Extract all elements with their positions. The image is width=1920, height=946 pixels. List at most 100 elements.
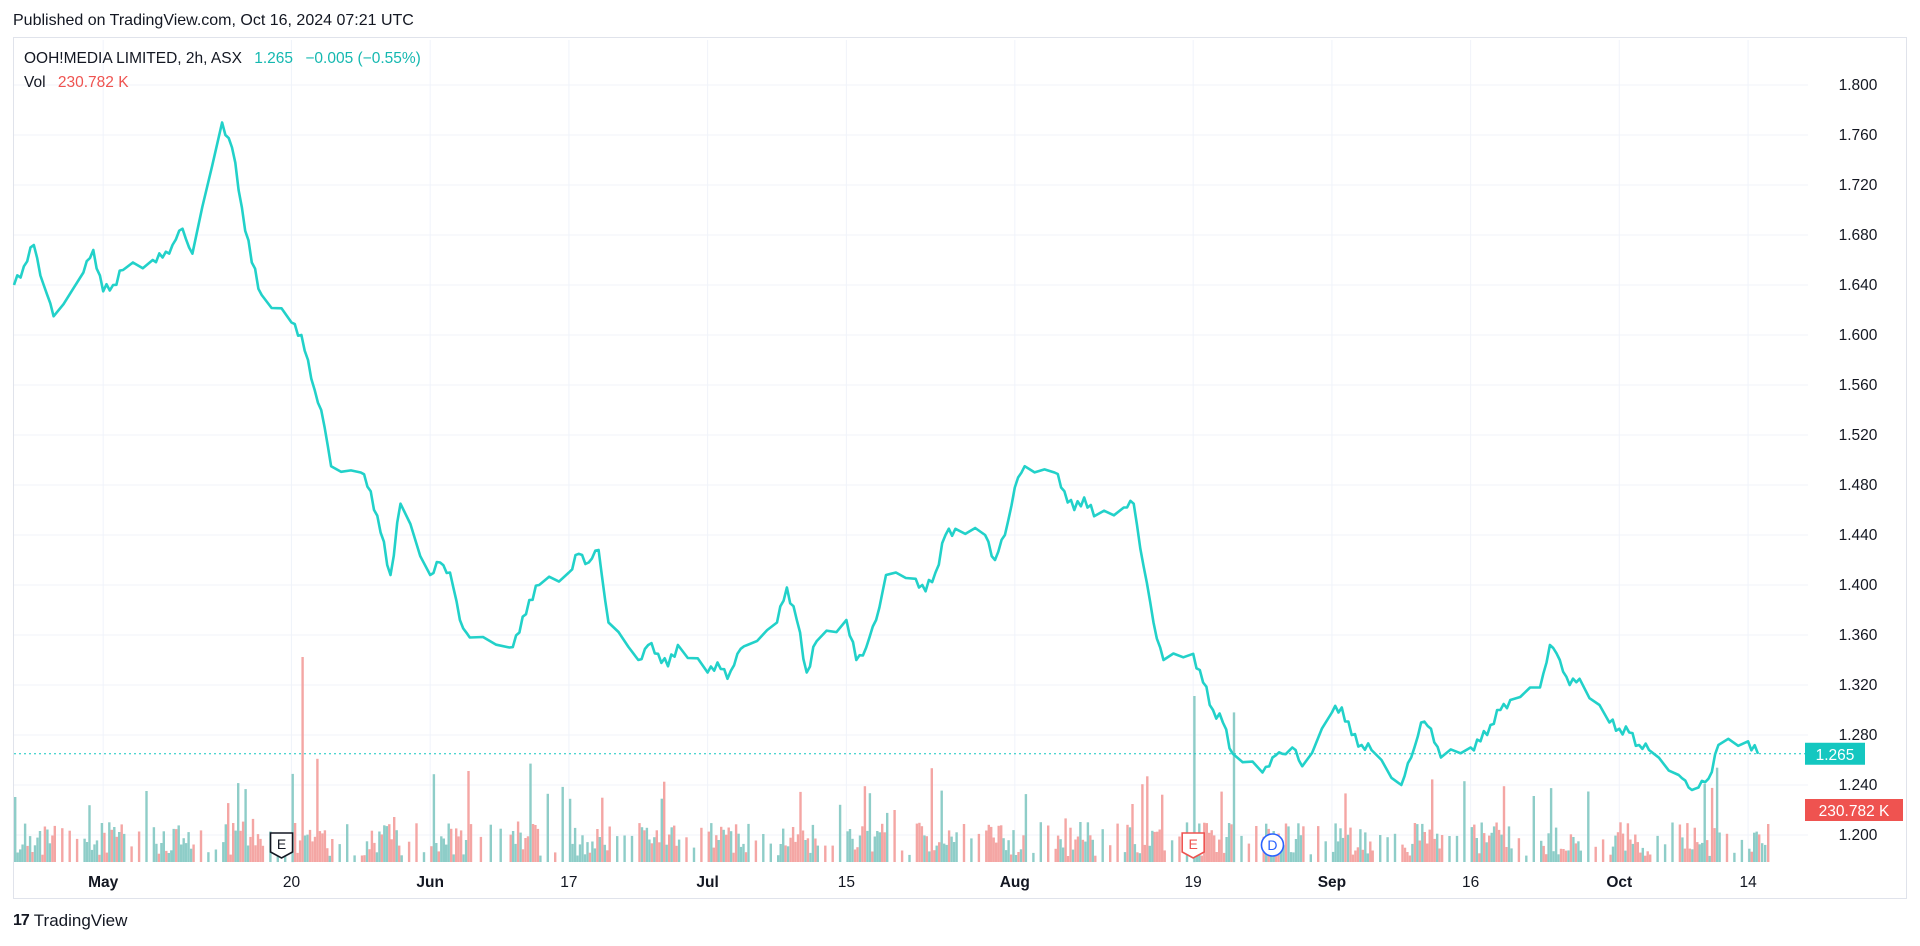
volume-bar <box>298 840 302 862</box>
volume-bar <box>19 849 22 862</box>
volume-bar <box>886 812 889 862</box>
volume-bar <box>1594 846 1597 862</box>
volume-bar <box>1153 831 1156 862</box>
volume-bar <box>863 786 867 862</box>
y-tick-label: 1.400 <box>1839 577 1878 594</box>
volume-bar <box>519 832 522 862</box>
y-tick-label: 1.320 <box>1839 677 1878 694</box>
x-tick-label: 15 <box>838 874 855 891</box>
earnings-marker[interactable] <box>269 832 294 859</box>
volume-bar <box>1611 846 1615 862</box>
volume-bar <box>534 825 537 862</box>
volume-bar <box>455 828 458 862</box>
volume-bar <box>467 771 470 862</box>
volume-bar <box>1126 824 1129 862</box>
volume-bar <box>1089 835 1092 862</box>
volume-bar <box>509 834 512 862</box>
volume-bar <box>1708 855 1711 862</box>
volume-bar <box>1542 845 1545 862</box>
volume-bar <box>1393 833 1397 862</box>
volume-bar <box>184 843 188 862</box>
volume-bar <box>1359 829 1362 862</box>
volume-bar <box>1572 837 1575 862</box>
volume-bar <box>1371 850 1374 862</box>
volume-bar <box>388 824 391 862</box>
volume-bar <box>1151 830 1154 862</box>
volume-bar <box>1071 849 1075 862</box>
volume-bar <box>1091 839 1094 862</box>
volume-bar <box>1079 822 1082 862</box>
volume-bar <box>1351 854 1355 862</box>
volume-bar <box>1230 824 1233 862</box>
volume-bar <box>1681 837 1684 862</box>
volume-bar <box>1495 822 1498 862</box>
volume-bar <box>933 850 936 862</box>
x-tick-label: 14 <box>1739 874 1757 891</box>
y-tick-label: 1.200 <box>1839 827 1878 844</box>
volume-bar <box>1428 829 1431 862</box>
volume-bar <box>68 830 71 862</box>
volume-bar <box>328 855 331 862</box>
volume-bar <box>1619 822 1622 862</box>
volume-bar <box>673 825 676 862</box>
volume-bar <box>715 835 718 862</box>
volume-bar <box>1094 855 1097 862</box>
volume-bar <box>1426 843 1429 862</box>
volume-bar <box>452 854 455 862</box>
volume-bar <box>881 823 884 862</box>
volume-bar <box>100 823 104 862</box>
volume-bar <box>326 848 329 862</box>
volume-bar <box>1299 835 1303 862</box>
volume-bar <box>824 845 827 862</box>
volume-bar <box>1292 852 1295 862</box>
volume-bar <box>1505 847 1508 862</box>
volume-bar <box>893 810 896 862</box>
legend-symbol: OOH!MEDIA LIMITED, 2h, ASX <box>24 50 242 67</box>
volume-bar <box>915 823 919 862</box>
volume-bar <box>1074 839 1077 862</box>
volume-bar <box>1019 849 1023 862</box>
volume-bar <box>1401 844 1404 862</box>
volume-bar <box>1334 823 1337 862</box>
earnings-marker[interactable] <box>1181 832 1205 859</box>
volume-bar <box>603 844 606 862</box>
volume-bar <box>561 786 564 862</box>
dividend-marker[interactable] <box>1260 833 1285 857</box>
volume-bar <box>469 824 473 862</box>
volume-bar <box>1433 838 1436 862</box>
volume-bar <box>321 833 324 862</box>
volume-bar <box>546 793 549 862</box>
volume-bar <box>1193 696 1196 863</box>
volume-bar <box>1361 849 1364 862</box>
volume-bar <box>1247 843 1251 862</box>
volume-bar <box>303 835 307 862</box>
volume-bar <box>323 830 327 862</box>
volume-bar <box>1220 791 1223 862</box>
volume-bar <box>296 852 299 862</box>
volume-bar <box>53 825 56 862</box>
volume-bar <box>363 855 366 862</box>
volume-bar <box>871 851 874 862</box>
volume-bar <box>1455 835 1459 862</box>
legend-row-price: OOH!MEDIA LIMITED, 2h, ASX 1.265 −0.005 … <box>24 50 421 68</box>
volume-bar <box>1691 849 1694 862</box>
volume-bar <box>380 834 383 862</box>
volume-bar <box>489 824 492 862</box>
volume-bar <box>1706 840 1709 862</box>
volume-bar <box>1614 835 1617 862</box>
volume-bar <box>1431 779 1434 862</box>
volume-bar <box>623 835 626 862</box>
volume-bar <box>1282 845 1285 862</box>
volume-bar <box>41 854 44 862</box>
volume-bar <box>1649 854 1652 862</box>
volume-bar <box>90 849 94 862</box>
volume-bar <box>395 830 398 862</box>
volume-bar <box>1039 822 1042 862</box>
volume-bar <box>222 842 225 862</box>
volume-bar <box>1587 791 1590 862</box>
volume-bar <box>928 851 931 862</box>
volume-bar <box>254 845 257 862</box>
volume-bar <box>1133 844 1137 862</box>
volume-bar <box>868 793 872 862</box>
